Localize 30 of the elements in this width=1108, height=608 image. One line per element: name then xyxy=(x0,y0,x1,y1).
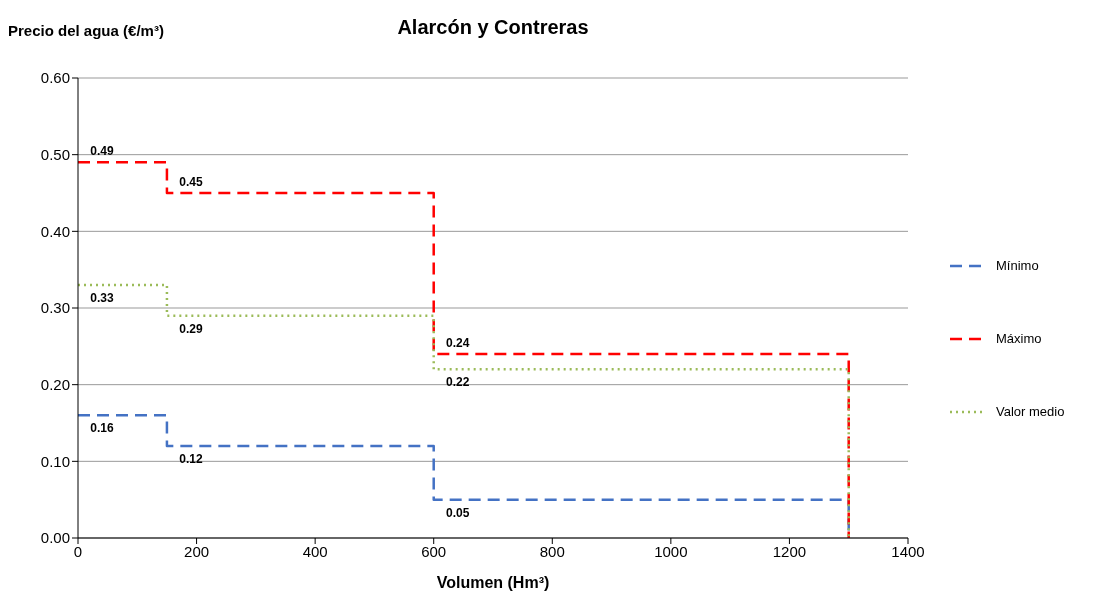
x-tick-label: 0 xyxy=(73,542,83,560)
data-label: 0.22 xyxy=(446,375,470,390)
data-label: 0.12 xyxy=(179,452,203,466)
x-tick-label: 200 xyxy=(184,542,210,560)
legend-label: Mínimo xyxy=(996,258,1039,273)
y-tick-label: 0.00 xyxy=(40,529,70,547)
data-label: 0.29 xyxy=(179,321,203,336)
data-label: 0.16 xyxy=(90,421,114,436)
data-label: 0.33 xyxy=(90,291,114,305)
data-label: 0.45 xyxy=(179,175,203,189)
y-tick-label: 0.40 xyxy=(40,222,70,240)
data-label: 0.49 xyxy=(90,144,114,159)
x-tick-label: 1000 xyxy=(654,542,688,560)
chart-title: Alarcón y Contreras xyxy=(397,16,589,38)
y-tick-label: 0.60 xyxy=(40,69,70,87)
y-tick-label: 0.20 xyxy=(40,375,70,393)
x-tick-label: 400 xyxy=(302,542,328,560)
x-tick-label: 1200 xyxy=(772,542,807,560)
y-tick-label: 0.10 xyxy=(40,452,70,470)
legend-label: Máximo xyxy=(996,331,1042,346)
x-tick-label: 800 xyxy=(539,542,565,560)
data-label: 0.05 xyxy=(446,505,470,520)
y-axis-title: Precio del agua (€/m³) xyxy=(8,22,164,39)
y-tick-label: 0.50 xyxy=(40,145,70,163)
data-label: 0.24 xyxy=(446,336,470,350)
x-tick-label: 1400 xyxy=(891,542,925,560)
x-axis-title: Volumen (Hm³) xyxy=(436,574,550,591)
x-tick-label: 600 xyxy=(421,542,447,560)
legend-label: Valor medio xyxy=(996,404,1065,419)
y-tick-label: 0.30 xyxy=(40,299,70,317)
